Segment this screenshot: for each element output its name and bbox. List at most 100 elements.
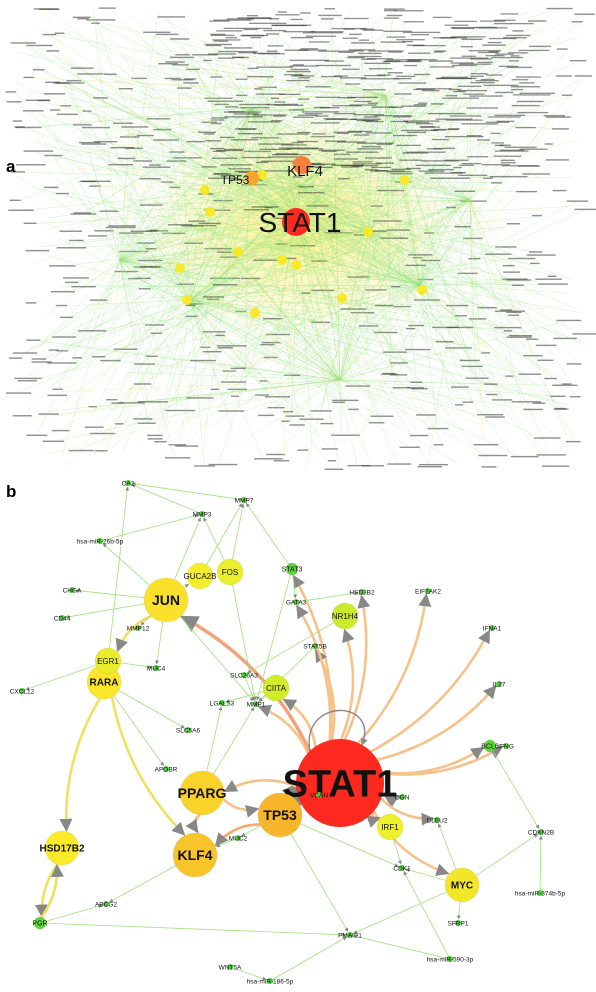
- edge-jun-hsa-mir-26b-5p: [102, 543, 150, 586]
- edge-egr1-muc4: [120, 662, 153, 669]
- panel-b-graph: STAT1 TP53 KLF4 PPARG JUN RARA MYC HSD17B2 EGR1 F…: [0, 478, 596, 992]
- panel-a-node: [233, 247, 243, 257]
- panel-a-hub-tp53: [245, 171, 259, 185]
- node-label-hsa-mir-26b-5p: hsa-miR-26b-5p: [77, 538, 124, 545]
- node-muc2: [235, 835, 241, 841]
- edge-fos-mmp3: [203, 517, 225, 561]
- node-label-eif2ak2: EIF2AK2: [415, 588, 441, 595]
- edge-hsa-mir-186-5p-pmaip1: [272, 936, 347, 980]
- node-label-ca2: CA2: [122, 480, 135, 487]
- node-mmp3: [199, 511, 205, 517]
- node-label-lgals3: LGALS3: [210, 700, 235, 707]
- edge-egr1-ca2: [109, 486, 130, 649]
- edge-tp53-cdk1: [300, 823, 399, 867]
- node-label-nr1h4: NR1H4: [332, 612, 359, 621]
- panel-a-node: [250, 308, 260, 318]
- edge-stat3-mmp7: [245, 502, 289, 565]
- edge-stat1-eif2ak2: [357, 593, 432, 744]
- node-label-wnt5a: WNT5A: [219, 964, 242, 971]
- node-label-vcan: VCAN: [310, 792, 328, 799]
- edge-stat1-ifna1: [370, 629, 491, 753]
- panel-a-node: [417, 285, 427, 295]
- node-label-cdk1: CDK1: [393, 865, 411, 872]
- node-slc26a3: [241, 672, 247, 678]
- node-lgals3: [219, 700, 225, 706]
- edge-rara-klf4: [110, 696, 186, 836]
- node-label-egr1: EGR1: [97, 657, 119, 666]
- edge-tp53-muc2: [241, 825, 261, 837]
- node-hsa-mir-186-5p: [267, 978, 273, 984]
- node-label-tp53: TP53: [263, 807, 297, 823]
- node-fos: [216, 558, 244, 586]
- edge-pparg-lgals3: [206, 706, 223, 772]
- edge-rara-apobr: [113, 695, 165, 767]
- node-sfrp1: [455, 920, 461, 926]
- edge-stat3-mmp1: [256, 574, 291, 701]
- edge-stat1-ogn: [381, 791, 400, 808]
- panel-a-node: [400, 175, 410, 185]
- node-label-hsd3b2: HSD3B2: [349, 589, 375, 596]
- node-label-hsa-mir-186-5p: hsa-miR-186-5p: [247, 978, 294, 985]
- panel-a-node: [337, 293, 347, 303]
- panel-a-node: [277, 255, 287, 265]
- edge-jun-chga: [75, 588, 145, 599]
- node-label-irf1: IRF1: [381, 823, 399, 832]
- node-label-slc26a3: SLC26A3: [230, 672, 258, 679]
- edge-stat1-nr1h4: [340, 628, 355, 740]
- node-label-slc5a6: SLC5A6: [176, 727, 201, 734]
- panel-a-hub-klf4: [293, 156, 311, 174]
- node-hsa-mir-590-3p: [447, 956, 453, 962]
- edge-bcl6-cdkn2b: [492, 750, 540, 829]
- node-tp53: [257, 792, 303, 838]
- edge-hsa-mir-26b-5p-mmp3: [102, 514, 199, 541]
- node-ogn: [399, 794, 405, 800]
- edge-nr1h4-slc26a3: [247, 622, 334, 674]
- node-egr1: [94, 647, 122, 675]
- edge-rara-hsd17b2: [59, 697, 101, 832]
- panel-a-node: [291, 260, 301, 270]
- panel-a-node: [205, 207, 215, 217]
- panel-a-node: [257, 170, 267, 180]
- node-label-gata3: GATA3: [286, 599, 307, 606]
- node-muc4: [153, 665, 159, 671]
- node-cd44: [59, 615, 65, 621]
- node-label-muc2: MUC2: [229, 835, 248, 842]
- node-label-mmp1: MMP1: [247, 701, 266, 708]
- node-eif2ak2: [425, 588, 431, 594]
- node-irf1: [376, 813, 404, 841]
- node-label-pparg: PPARG: [178, 785, 227, 801]
- node-label-klf4: KLF4: [178, 847, 213, 863]
- edge-stat1-tp53: [281, 781, 304, 807]
- node-ifng: [503, 743, 509, 749]
- edge-ciita-lgals3: [225, 691, 264, 703]
- edge-gata3-hsd3b2: [298, 591, 359, 602]
- node-hsa-mir-374b-5p: [537, 890, 543, 896]
- edge-muc2-klf4: [216, 838, 236, 848]
- panel-a-label: a: [6, 157, 16, 176]
- node-label-mmp12: MMP12: [127, 625, 150, 632]
- edge-hsa-mir-374b-5p-cdkn2b: [538, 835, 543, 891]
- node-label-stat1: STAT1: [283, 763, 398, 805]
- panel-a-network: STAT1 KLF4 TP53 a: [0, 0, 596, 478]
- edge-irf1-cdk1: [393, 839, 402, 865]
- node-hsd17b2: [44, 830, 80, 866]
- node-chga: [69, 587, 75, 593]
- edge-jun-muc4: [155, 621, 164, 665]
- node-apobr: [163, 766, 169, 772]
- panel-a-graph: STAT1 KLF4 TP53: [0, 0, 596, 478]
- node-klf4: [172, 832, 218, 878]
- edge-stat1-irf1: [366, 811, 381, 828]
- node-label-dleu2: DLEU2: [427, 817, 448, 824]
- node-cdkn2b: [538, 829, 544, 835]
- node-il27: [496, 681, 502, 687]
- node-label-hsa-mir-374b-5p: hsa-miR-374b-5p: [515, 890, 566, 897]
- node-guca2b: [186, 562, 214, 590]
- panel-b-network: STAT1 TP53 KLF4 PPARG JUN RARA MYC HSD17B2 EGR1 F…: [0, 478, 596, 992]
- edge-stat1-pparg: [223, 778, 297, 793]
- node-label-bcl6: BCL6: [481, 743, 499, 750]
- node-label-cxcl12: CXCL12: [10, 688, 35, 695]
- node-jun: [143, 577, 189, 623]
- node-pmaip1: [347, 932, 353, 938]
- edge-pgr-abcg2: [45, 904, 103, 922]
- edge-fos-mmp1: [232, 584, 257, 701]
